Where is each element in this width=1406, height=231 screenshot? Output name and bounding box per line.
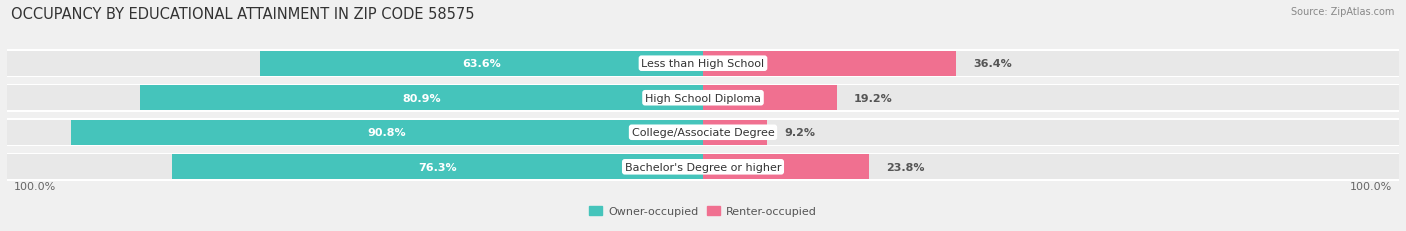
Text: 80.9%: 80.9% [402, 93, 441, 103]
Text: 100.0%: 100.0% [1350, 181, 1392, 191]
Bar [703, 52, 956, 76]
Text: 23.8%: 23.8% [886, 162, 925, 172]
Text: OCCUPANCY BY EDUCATIONAL ATTAINMENT IN ZIP CODE 58575: OCCUPANCY BY EDUCATIONAL ATTAINMENT IN Z… [11, 7, 475, 22]
Text: 100.0%: 100.0% [14, 181, 56, 191]
Bar [703, 120, 768, 145]
Text: 76.3%: 76.3% [418, 162, 457, 172]
Text: 19.2%: 19.2% [853, 93, 893, 103]
Text: High School Diploma: High School Diploma [645, 93, 761, 103]
Text: College/Associate Degree: College/Associate Degree [631, 128, 775, 138]
Bar [260, 52, 703, 76]
Bar [7, 52, 1399, 76]
Bar [7, 153, 1399, 181]
Text: 36.4%: 36.4% [974, 59, 1012, 69]
Bar [703, 155, 869, 179]
Legend: Owner-occupied, Renter-occupied: Owner-occupied, Renter-occupied [589, 206, 817, 216]
Text: 90.8%: 90.8% [368, 128, 406, 138]
Bar [172, 155, 703, 179]
Bar [7, 86, 1399, 111]
Bar [141, 86, 703, 111]
Bar [7, 119, 1399, 147]
Bar [7, 50, 1399, 78]
Bar [72, 120, 703, 145]
Bar [703, 86, 837, 111]
Text: 9.2%: 9.2% [785, 128, 815, 138]
Text: Bachelor's Degree or higher: Bachelor's Degree or higher [624, 162, 782, 172]
Text: Less than High School: Less than High School [641, 59, 765, 69]
Text: Source: ZipAtlas.com: Source: ZipAtlas.com [1291, 7, 1395, 17]
Bar [7, 120, 1399, 145]
Bar [7, 84, 1399, 112]
Text: 63.6%: 63.6% [463, 59, 501, 69]
Bar [7, 155, 1399, 179]
